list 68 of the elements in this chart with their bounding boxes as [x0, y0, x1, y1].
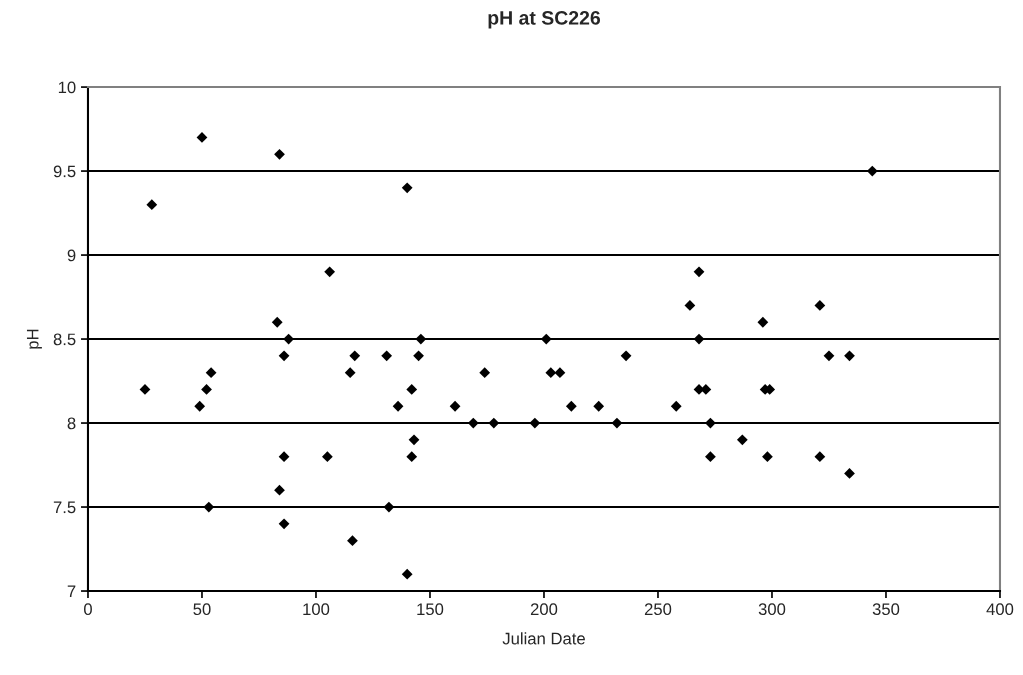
y-tick-label: 8.5 [53, 333, 76, 346]
point [324, 266, 336, 278]
y-tick-label: 9 [67, 249, 76, 262]
y-tick-label: 8 [67, 417, 76, 430]
point [684, 300, 696, 311]
y-tick-label: 9.5 [53, 165, 76, 178]
point [554, 367, 566, 379]
point [705, 451, 716, 463]
point [479, 367, 491, 379]
point [844, 468, 855, 479]
point [449, 400, 461, 412]
point [593, 400, 605, 412]
y-tick-label: 7.5 [53, 501, 76, 514]
point [545, 367, 557, 379]
point [611, 417, 623, 429]
point [565, 400, 577, 412]
x-tick-label: 0 [83, 603, 92, 616]
point [620, 350, 632, 362]
point [705, 417, 716, 429]
point [201, 384, 212, 395]
point [347, 535, 358, 547]
point [408, 434, 420, 446]
point [271, 316, 283, 328]
point [278, 451, 290, 463]
point [814, 300, 826, 311]
point [413, 350, 424, 362]
x-tick-label: 200 [530, 603, 558, 616]
point [736, 434, 748, 446]
point [349, 350, 361, 362]
x-axis-title: Julian Date [502, 632, 585, 645]
y-tick-label: 7 [67, 585, 76, 598]
x-tick-label: 50 [193, 603, 211, 616]
point [381, 350, 393, 362]
point [274, 148, 285, 160]
point [283, 333, 294, 345]
x-tick-label: 150 [417, 603, 444, 616]
point [693, 266, 705, 278]
y-tick-label: 10 [58, 81, 76, 94]
x-tick-label: 300 [758, 603, 786, 616]
y-axis-title: pH [26, 329, 42, 349]
point [205, 367, 217, 379]
point [194, 400, 206, 412]
point [693, 333, 705, 345]
point [823, 350, 835, 362]
point [406, 451, 418, 463]
point [278, 350, 290, 362]
point [762, 451, 773, 463]
x-tick-label: 250 [644, 603, 672, 616]
point [757, 316, 769, 328]
point [278, 518, 290, 530]
x-tick-label: 400 [986, 603, 1014, 616]
point [344, 367, 356, 379]
point [383, 501, 395, 513]
chart-title: pH at SC226 [488, 11, 601, 29]
point [529, 417, 541, 429]
point [401, 182, 413, 194]
point [406, 384, 418, 395]
point [392, 400, 404, 412]
point [670, 400, 682, 412]
point [415, 333, 427, 345]
point [814, 451, 826, 463]
point [322, 451, 333, 463]
point [274, 484, 285, 496]
point [401, 568, 413, 580]
point [844, 350, 855, 362]
x-tick-label: 100 [303, 603, 330, 616]
point [146, 199, 158, 211]
x-tick-label: 350 [872, 603, 900, 616]
